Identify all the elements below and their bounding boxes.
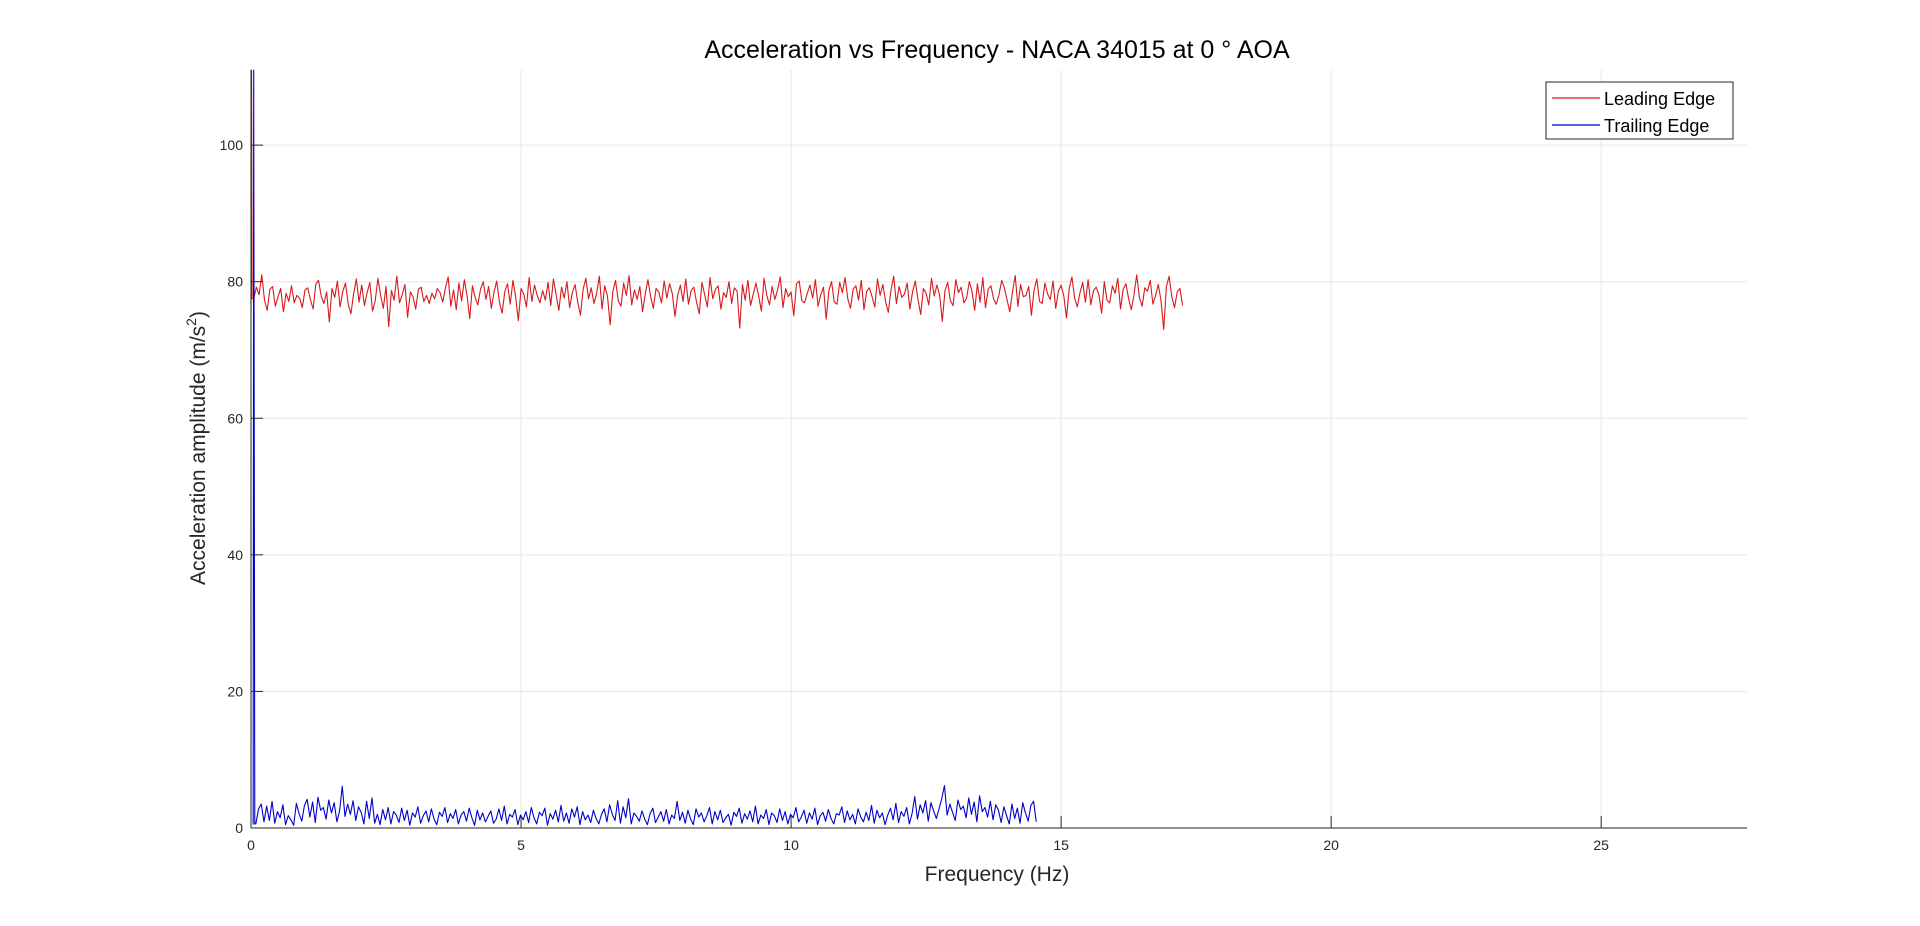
x-tick-label: 25 — [1593, 837, 1609, 853]
tick-labels: 0 5 10 15 20 25 0 20 40 60 80 100 — [220, 137, 1610, 853]
y-axis-label-superscript: 2 — [183, 318, 199, 326]
x-tick-label: 10 — [783, 837, 799, 853]
y-axis-label-main: Acceleration amplitude (m/s — [187, 326, 210, 585]
y-tick-label: 0 — [235, 820, 243, 836]
legend: Leading Edge Trailing Edge — [1545, 81, 1734, 140]
x-tick-label: 15 — [1053, 837, 1069, 853]
x-tick-label: 20 — [1323, 837, 1339, 853]
grid — [251, 70, 1747, 828]
plot-lines — [250, 69, 1184, 826]
chart-title: Acceleration vs Frequency - NACA 34015 a… — [704, 36, 1290, 64]
legend-box — [1545, 81, 1734, 140]
x-axis-label: Frequency (Hz) — [925, 863, 1070, 886]
series-line-trailing-edge — [252, 69, 1037, 826]
y-tick-label: 20 — [227, 683, 243, 699]
x-tick-label: 0 — [247, 837, 255, 853]
y-tick-label: 40 — [227, 547, 243, 563]
legend-label-leading-edge: Leading Edge — [1604, 89, 1715, 109]
y-axis-label-close: ) — [187, 311, 210, 318]
legend-label-trailing-edge: Trailing Edge — [1604, 116, 1709, 136]
series-line-leading-edge — [250, 69, 1184, 331]
y-tick-label: 60 — [227, 410, 243, 426]
x-tick-label: 5 — [517, 837, 525, 853]
y-tick-label: 80 — [227, 274, 243, 290]
y-axis-label: Acceleration amplitude (m/s2) — [183, 311, 210, 585]
axes — [250, 70, 1747, 829]
y-tick-label: 100 — [220, 137, 244, 153]
